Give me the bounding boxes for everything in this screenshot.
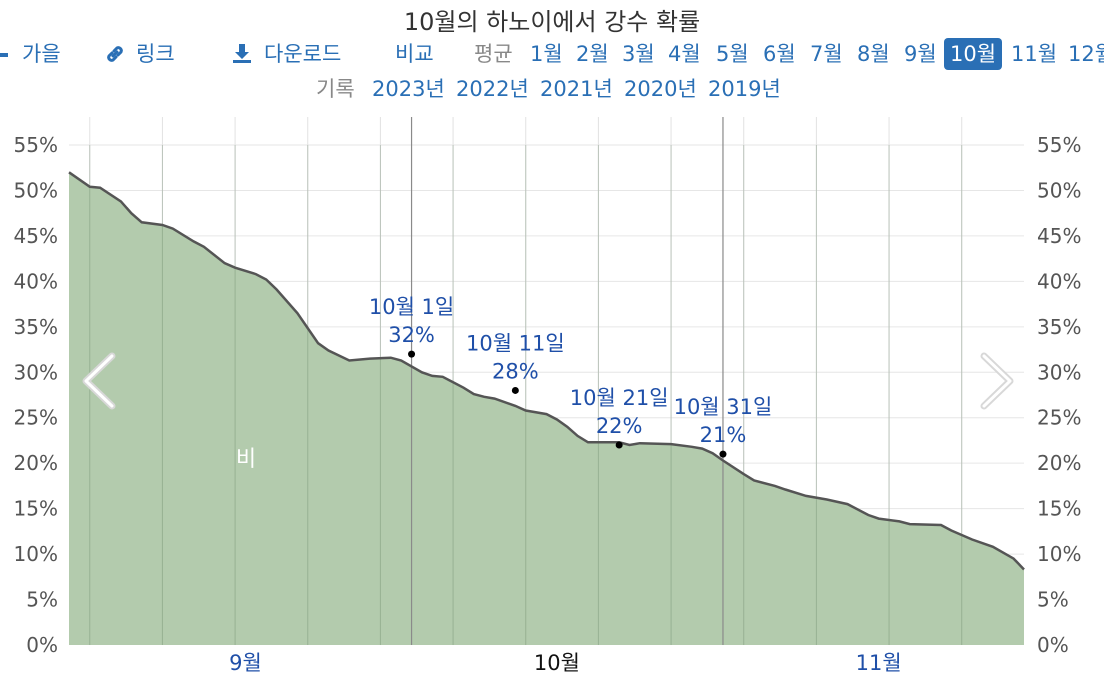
y-tick-label-right: 55% [1037,133,1081,157]
month-9[interactable]: 9월 [904,42,937,66]
record-year-2019[interactable]: 2019년 [708,77,781,101]
y-tick-label-left: 35% [14,315,58,339]
y-tick-label-right: 35% [1037,315,1081,339]
y-tick-label-right: 5% [1037,588,1069,612]
link-button[interactable]: 링크 [104,38,175,70]
y-tick-label-right: 40% [1037,269,1081,293]
rain-area [69,172,1024,646]
area-grid [89,117,963,645]
y-tick-label-left: 40% [14,269,58,293]
x-month-label: 9월 [229,651,262,675]
dash-icon [0,53,8,57]
next-arrow[interactable] [980,352,1014,410]
series-label-rain: 비 [236,447,256,472]
annotation-point [719,450,727,458]
download-icon [233,44,251,63]
annotation-value: 21% [700,423,747,447]
y-tick-label-left: 20% [14,451,58,475]
records-bar: 기록 2023년 2022년 2021년 2020년 2019년 [0,74,1104,104]
record-year-2021[interactable]: 2021년 [540,77,613,101]
y-tick-label-right: 30% [1037,360,1081,384]
y-tick-label-right: 50% [1037,178,1081,202]
month-8[interactable]: 8월 [857,42,890,66]
season-label: 가을 [22,42,61,66]
compare-button[interactable]: 비교 [395,42,434,66]
month-5[interactable]: 5월 [716,42,749,66]
y-axis-ticks: 0% 0% 5% 5% 10% 10% 15% 15% 20% 20% 25% 25% 30% 30% 35… [14,133,1082,657]
annotation-value: 32% [388,323,435,347]
annotations: 10월 1일 32% 10월 11일 28% 10월 21일 22% 10월 31일 21% [369,295,772,458]
season-button[interactable]: 가을 [0,38,61,70]
x-month-label: 11월 [856,651,902,675]
y-tick-label-right: 10% [1037,542,1081,566]
month-3[interactable]: 3월 [622,42,655,66]
annotation-value: 28% [492,359,539,383]
y-tick-label-left: 5% [26,588,58,612]
y-tick-label-left: 0% [26,633,58,657]
annotation-date: 10월 21일 [570,386,669,410]
annotation-point [408,350,416,358]
annotation-date: 10월 31일 [674,395,773,419]
month-4[interactable]: 4월 [668,42,701,66]
month-11[interactable]: 11월 [1011,42,1058,66]
records-label: 기록 [316,77,355,101]
month-10[interactable]: 10월 [944,38,1003,70]
y-tick-label-right: 25% [1037,406,1081,430]
annotation-point [615,441,623,449]
y-tick-label-right: 45% [1037,224,1081,248]
annotation-value: 22% [596,414,643,438]
annotation-point [511,386,519,394]
y-tick-label-right: 0% [1037,633,1069,657]
month-6[interactable]: 6월 [763,42,796,66]
month-12[interactable]: 12월 [1068,42,1104,66]
y-tick-label-right: 15% [1037,497,1081,521]
x-axis-ticks: 9월 10월 11월 [229,651,902,675]
annotation-date: 10월 11일 [466,331,565,355]
annotation-date: 10월 1일 [369,295,454,319]
y-tick-label-left: 45% [14,224,58,248]
record-year-2020[interactable]: 2020년 [624,77,697,101]
prev-arrow[interactable] [82,352,116,410]
month-7[interactable]: 7월 [810,42,843,66]
y-tick-label-right: 20% [1037,451,1081,475]
record-year-2023[interactable]: 2023년 [372,77,445,101]
rain-line [68,171,1025,571]
link-icon [107,46,123,62]
y-tick-label-left: 30% [14,360,58,384]
y-tick-label-left: 25% [14,406,58,430]
page-title: 10월의 하노이에서 강수 확률 [403,8,701,36]
x-month-label: 10월 [534,651,580,675]
link-label: 링크 [136,42,175,66]
y-tick-label-left: 55% [14,133,58,157]
month-2[interactable]: 2월 [576,42,609,66]
download-button[interactable]: 다운로드 [230,38,341,70]
y-tick-label-left: 15% [14,497,58,521]
month-1[interactable]: 1월 [530,42,563,66]
y-tick-label-left: 50% [14,178,58,202]
download-label: 다운로드 [264,42,342,66]
nav-bar: 가을 링크 다운로드 비교 평균 1월 2월 3월 4월 5월 6월 7월 8월… [0,38,1104,72]
y-tick-label-left: 10% [14,542,58,566]
average-label: 평균 [474,42,513,66]
record-year-2022[interactable]: 2022년 [456,77,529,101]
chevron-right-icon [980,352,1014,410]
